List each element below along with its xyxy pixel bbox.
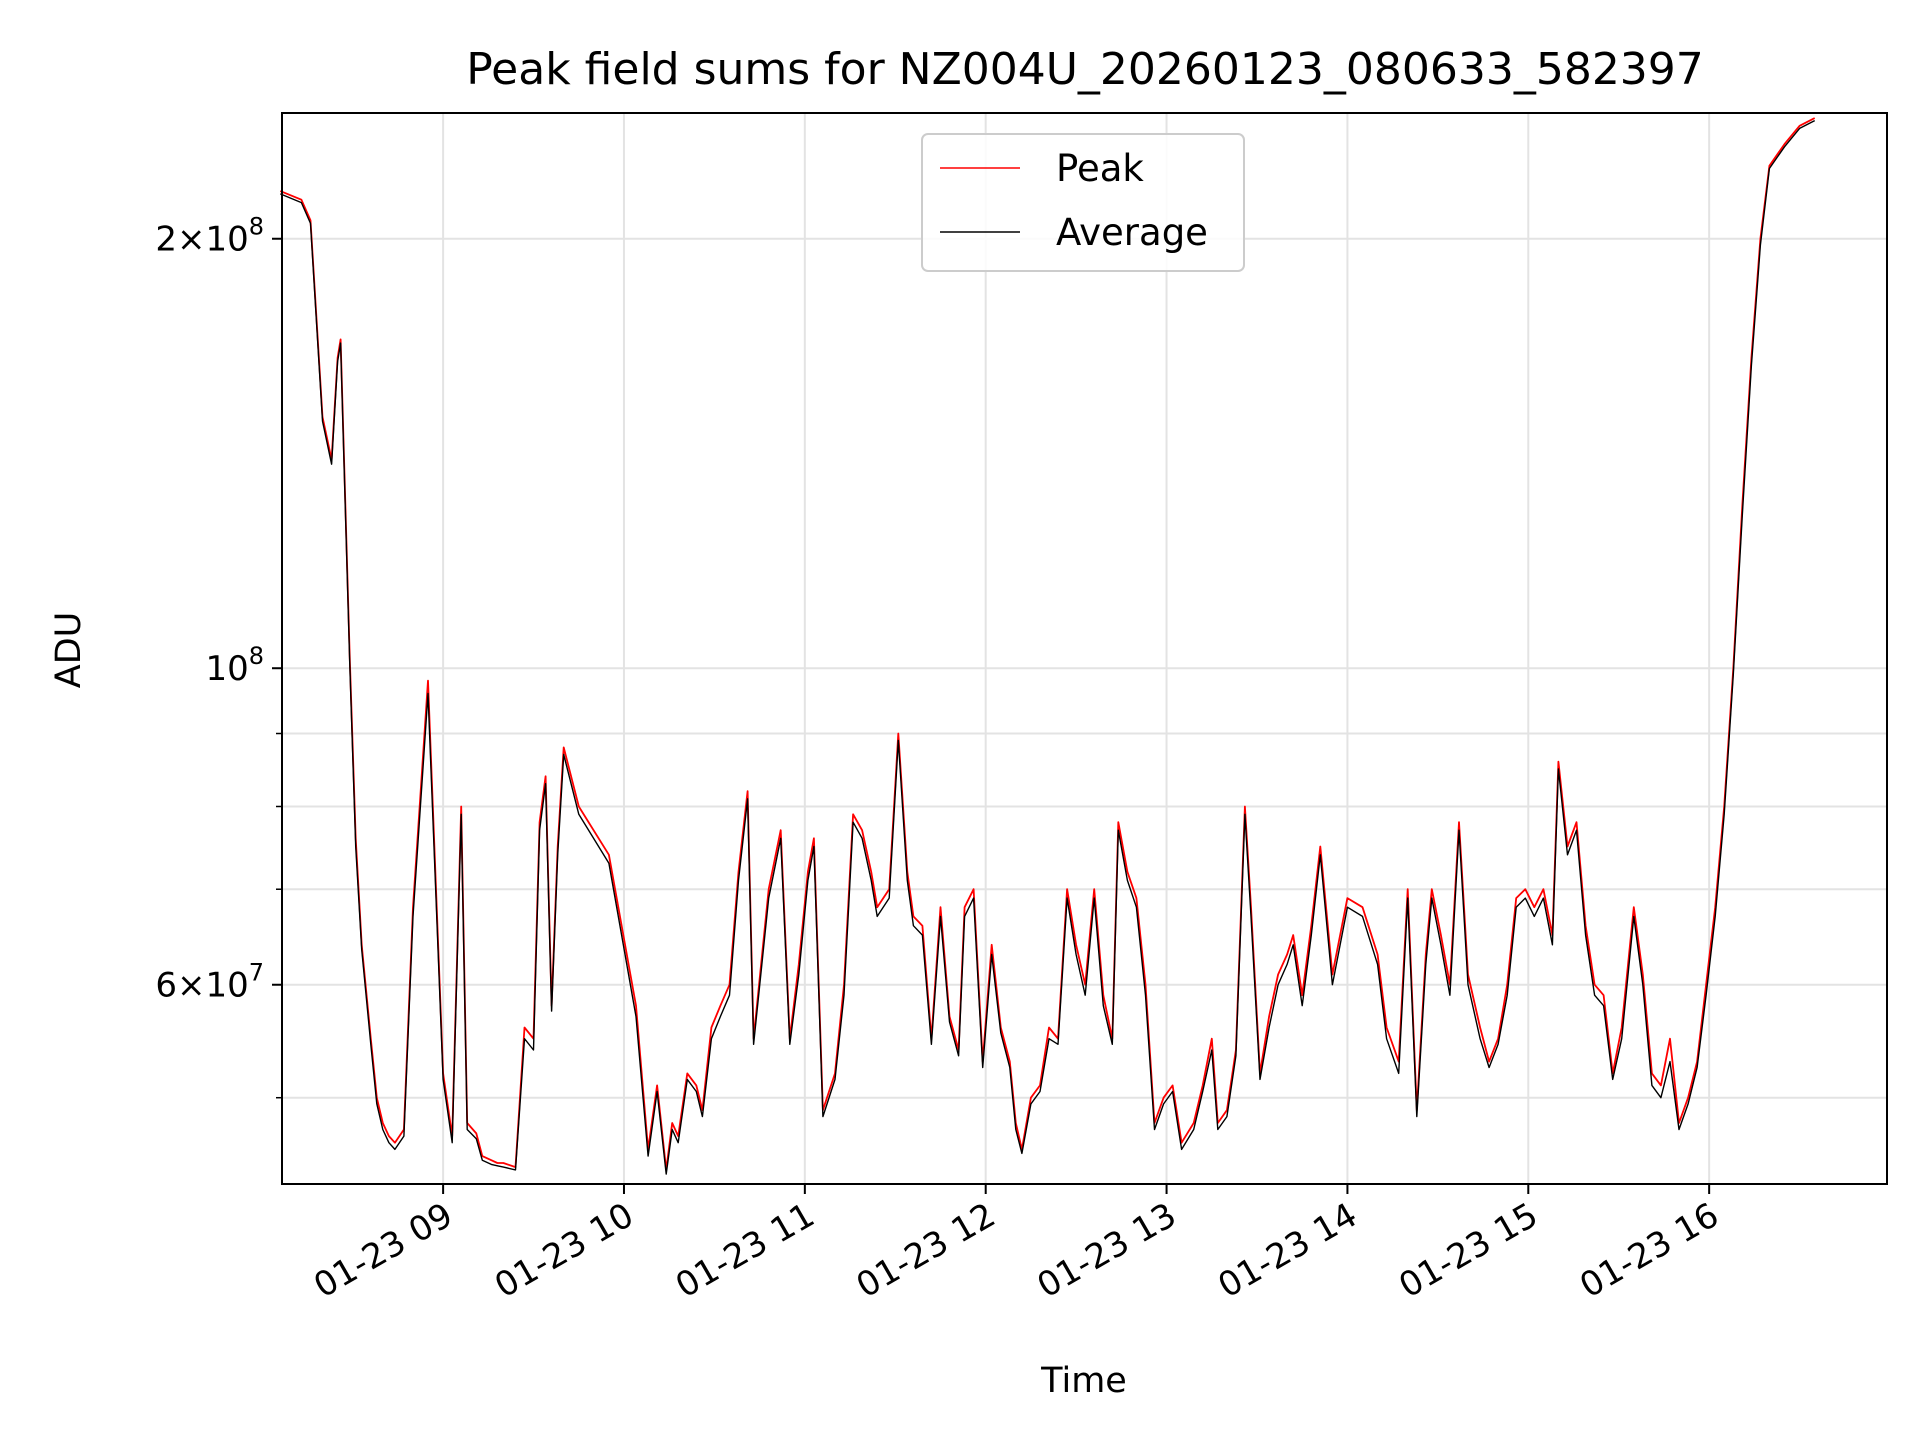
y-tick-label: 2×108	[155, 213, 264, 260]
y-axis-ticks: 2×108 108 6×107	[155, 213, 282, 1099]
y-tick-label: 6×107	[155, 959, 264, 1006]
y-axis-label: ADU	[49, 612, 89, 689]
legend-average-label: Average	[1056, 211, 1208, 254]
y-tick-label: 108	[205, 642, 264, 689]
x-axis-label: Time	[1040, 1361, 1127, 1401]
series-line-average	[280, 119, 1816, 1175]
legend-peak-label: Peak	[1056, 147, 1144, 190]
legend: Peak Average	[921, 133, 1245, 272]
chart-title: Peak field sums for NZ004U_20260123_0806…	[466, 44, 1704, 95]
series-lines	[279, 117, 1816, 1175]
plot-frame	[281, 112, 1888, 1185]
